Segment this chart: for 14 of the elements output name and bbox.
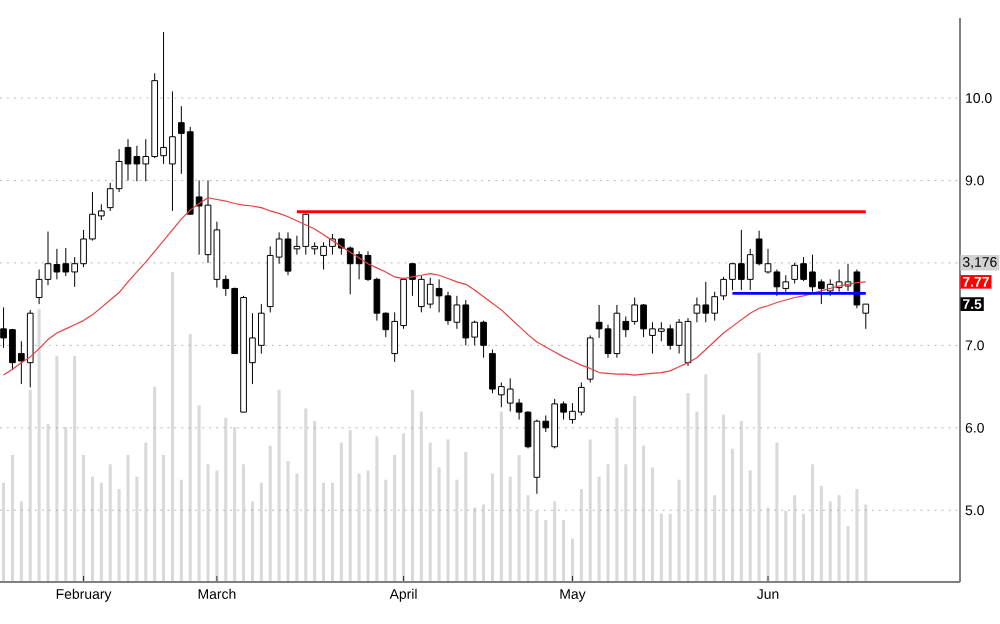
candlestick bbox=[684, 317, 692, 367]
candlestick bbox=[124, 138, 132, 181]
candlestick bbox=[613, 304, 621, 359]
candlestick bbox=[577, 381, 585, 416]
candlestick bbox=[773, 268, 781, 297]
candlestick bbox=[693, 297, 701, 323]
candlestick bbox=[444, 291, 452, 326]
candlestick bbox=[53, 248, 61, 280]
candlestick bbox=[791, 262, 799, 284]
candlestick bbox=[586, 334, 594, 383]
candlestick bbox=[284, 231, 292, 276]
candlestick bbox=[133, 145, 141, 182]
candlestick bbox=[35, 268, 43, 305]
candlestick bbox=[257, 303, 265, 355]
